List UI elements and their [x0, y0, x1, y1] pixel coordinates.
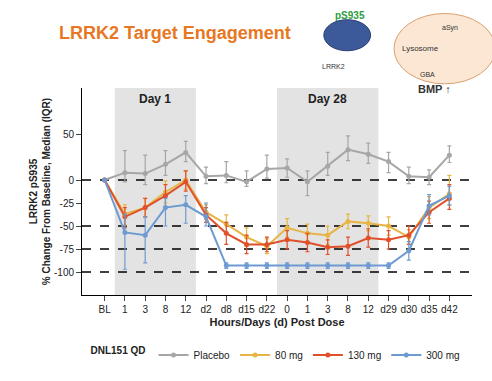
svg-text:d35: d35 [421, 304, 438, 315]
svg-text:300 mg: 300 mg [426, 350, 459, 361]
svg-text:LRRK2 Target Engagement: LRRK2 Target Engagement [59, 23, 291, 43]
svg-text:d22: d22 [259, 304, 276, 315]
svg-text:LRRK2 pS935% Change From Basel: LRRK2 pS935% Change From Baseline, Media… [28, 98, 52, 285]
svg-text:3: 3 [325, 304, 331, 315]
svg-text:BL: BL [99, 304, 112, 315]
svg-text:GBA: GBA [420, 71, 435, 78]
svg-text:12: 12 [363, 304, 375, 315]
svg-text:-25: -25 [60, 198, 75, 209]
svg-text:DNL151 QD: DNL151 QD [91, 345, 146, 356]
svg-text:8: 8 [345, 304, 351, 315]
svg-text:d15: d15 [238, 304, 255, 315]
svg-text:80 mg: 80 mg [275, 350, 303, 361]
svg-text:-50: -50 [60, 221, 75, 232]
svg-text:d29: d29 [380, 304, 397, 315]
svg-text:3: 3 [142, 304, 148, 315]
svg-text:Lysosome: Lysosome [402, 44, 439, 53]
svg-text:1: 1 [305, 304, 311, 315]
svg-text:Placebo: Placebo [194, 350, 231, 361]
svg-text:Day 28: Day 28 [308, 92, 347, 106]
svg-text:-100: -100 [54, 267, 74, 278]
svg-text:130 mg: 130 mg [348, 350, 381, 361]
svg-text:aSyn: aSyn [442, 24, 458, 32]
svg-text:Day 1: Day 1 [139, 92, 171, 106]
svg-text:d30: d30 [400, 304, 417, 315]
svg-text:BMP ↑: BMP ↑ [418, 83, 451, 95]
svg-text:d42: d42 [441, 304, 458, 315]
svg-text:0: 0 [68, 175, 74, 186]
svg-text:LRRK2: LRRK2 [322, 63, 345, 70]
svg-text:8: 8 [163, 304, 169, 315]
svg-text:50: 50 [63, 129, 75, 140]
svg-text:1: 1 [122, 304, 128, 315]
svg-text:-75: -75 [60, 244, 75, 255]
svg-text:d2: d2 [200, 304, 212, 315]
svg-text:12: 12 [180, 304, 192, 315]
svg-text:d8: d8 [221, 304, 233, 315]
svg-text:Hours/Days (d) Post Dose: Hours/Days (d) Post Dose [209, 316, 344, 328]
svg-text:0: 0 [284, 304, 290, 315]
svg-text:pS935: pS935 [335, 10, 365, 21]
